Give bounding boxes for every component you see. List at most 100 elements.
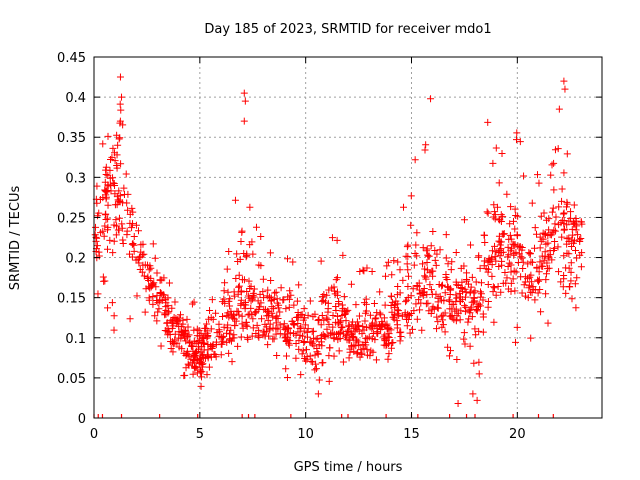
data-point [299, 347, 307, 355]
data-point [234, 290, 242, 298]
data-point [250, 285, 258, 293]
data-point [409, 285, 417, 293]
data-point [578, 220, 586, 228]
data-point [485, 256, 493, 264]
data-point [302, 346, 310, 354]
outlier-point [116, 73, 124, 81]
data-point [259, 328, 267, 336]
data-point [115, 197, 123, 205]
data-point [542, 270, 550, 278]
data-point [504, 285, 512, 293]
data-point [563, 221, 571, 229]
data-point [235, 271, 243, 279]
x-tick-label: 20 [509, 427, 526, 442]
data-point [381, 301, 389, 309]
data-point [421, 272, 429, 280]
data-point [104, 201, 112, 209]
data-point [434, 318, 442, 326]
data-point [415, 279, 423, 287]
data-point [511, 225, 519, 233]
data-point [130, 247, 138, 255]
data-point [454, 309, 462, 317]
data-point [492, 257, 500, 265]
data-point [352, 321, 360, 329]
data-point [516, 138, 524, 146]
data-point [384, 355, 392, 363]
data-point [185, 352, 193, 360]
data-point [284, 324, 292, 332]
data-point [315, 316, 323, 324]
data-point [532, 230, 540, 238]
data-point [572, 304, 580, 312]
data-point [194, 338, 202, 346]
data-point [113, 164, 121, 172]
data-point [388, 271, 396, 279]
data-point [406, 311, 414, 319]
data-point [492, 144, 500, 152]
data-point [484, 268, 492, 276]
data-point [141, 308, 149, 316]
data-point [135, 259, 143, 267]
data-point [129, 240, 137, 248]
data-point [168, 324, 176, 332]
data-point [436, 246, 444, 254]
y-tick-label: 0.2 [65, 252, 86, 267]
data-point [460, 335, 468, 343]
data-point [315, 376, 323, 384]
data-point [255, 261, 263, 269]
data-point [246, 203, 254, 211]
data-point [381, 335, 389, 343]
y-tick-label: 0.25 [57, 211, 86, 226]
data-point [267, 277, 275, 285]
data-point [419, 260, 427, 268]
data-point [183, 315, 191, 323]
data-point [517, 253, 525, 261]
data-point [109, 174, 117, 182]
data-point [102, 170, 110, 178]
data-point [366, 352, 374, 360]
data-point [258, 315, 266, 323]
data-point [393, 324, 401, 332]
data-point [433, 313, 441, 321]
data-point [460, 216, 468, 224]
data-point [303, 355, 311, 363]
data-point [403, 243, 411, 251]
data-point [520, 172, 528, 180]
data-point [555, 105, 563, 113]
data-point [126, 250, 134, 258]
data-point [284, 255, 292, 263]
data-point [169, 348, 177, 356]
data-point [290, 330, 298, 338]
data-point [94, 290, 102, 298]
data-point [538, 252, 546, 260]
y-tick-labels: 0 0.05 0.1 0.15 0.2 0.25 0.3 0.35 0.4 0.45 [57, 51, 86, 427]
data-point [531, 244, 539, 252]
data-point [203, 320, 211, 328]
data-point [348, 332, 356, 340]
data-point [230, 292, 238, 300]
data-point [548, 208, 556, 216]
data-point [499, 248, 507, 256]
data-point [306, 352, 314, 360]
data-point [464, 318, 472, 326]
data-point [361, 317, 369, 325]
data-point [403, 260, 411, 268]
data-point [113, 131, 121, 139]
data-point [456, 289, 464, 297]
outlier-point [561, 85, 569, 93]
y-tick-label: 0.05 [57, 372, 86, 387]
outlier-point [314, 390, 322, 398]
data-point [484, 209, 492, 217]
data-point [462, 288, 470, 296]
data-point [434, 298, 442, 306]
data-point [387, 292, 395, 300]
data-point [415, 286, 423, 294]
data-point [333, 330, 341, 338]
data-point [396, 289, 404, 297]
data-point [334, 320, 342, 328]
data-point [145, 294, 153, 302]
data-point [355, 312, 363, 320]
data-point [403, 315, 411, 323]
data-point [562, 203, 570, 211]
data-point [518, 254, 526, 262]
